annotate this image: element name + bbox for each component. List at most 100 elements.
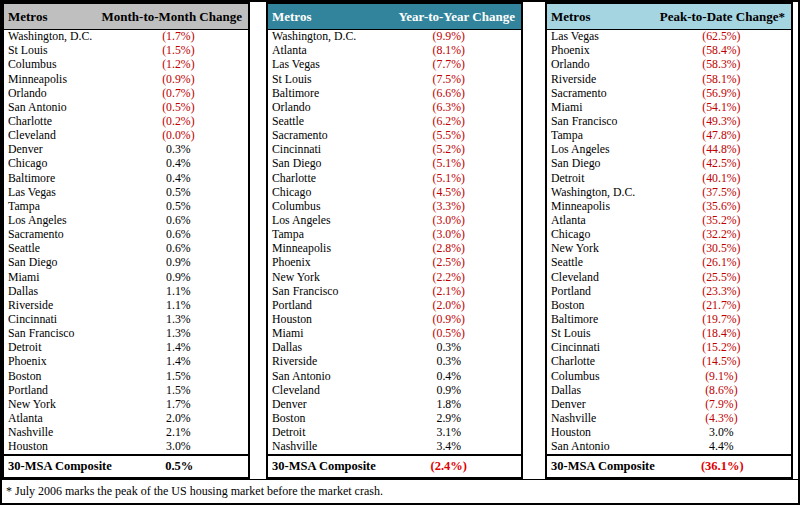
change-value: 1.5% xyxy=(109,385,248,397)
table-row: Charlotte(14.5%) xyxy=(547,355,791,369)
metro-name: Boston xyxy=(268,413,377,425)
table-row: Los Angeles(3.0%) xyxy=(268,214,521,228)
metro-name: Cleveland xyxy=(547,272,652,284)
table-row: Washington, D.C.(37.5%) xyxy=(547,186,791,200)
change-value: 1.3% xyxy=(109,314,248,326)
composite-value: (2.4%) xyxy=(377,459,521,474)
composite-label: 30-MSA Composite xyxy=(268,459,377,474)
change-value: (2.8%) xyxy=(377,243,521,255)
table-row: Houston3.0% xyxy=(547,426,791,440)
table-row: Chicago(32.2%) xyxy=(547,228,791,242)
change-value: (7.7%) xyxy=(377,59,521,71)
change-value: 3.0% xyxy=(652,427,791,439)
metro-name: New York xyxy=(268,272,377,284)
change-value: (0.5%) xyxy=(377,328,521,340)
metro-name: Denver xyxy=(268,399,377,411)
table-row: Los Angeles0.6% xyxy=(4,214,248,228)
metro-name: Washington, D.C. xyxy=(547,187,652,199)
metro-name: Phoenix xyxy=(547,45,652,57)
table-row: Charlotte(5.1%) xyxy=(268,171,521,185)
change-value: (14.5%) xyxy=(652,356,791,368)
change-value: 0.3% xyxy=(377,356,521,368)
metro-name: Minneapolis xyxy=(547,201,652,213)
table-row: Chicago(4.5%) xyxy=(268,186,521,200)
metro-name: Columbus xyxy=(4,59,109,71)
change-value: (15.2%) xyxy=(652,342,791,354)
metro-name: Riverside xyxy=(4,300,109,312)
metro-name: San Diego xyxy=(268,158,377,170)
metro-name: Dallas xyxy=(547,385,652,397)
metro-name: Miami xyxy=(4,272,109,284)
table-row: Tampa0.5% xyxy=(4,200,248,214)
metro-name: Chicago xyxy=(4,158,109,170)
metro-name: Nashville xyxy=(4,427,109,439)
table-row: Washington, D.C.(9.9%) xyxy=(268,30,521,44)
change-value: (0.0%) xyxy=(109,130,248,142)
metro-name: Seattle xyxy=(4,243,109,255)
table-row: San Francisco(49.3%) xyxy=(547,115,791,129)
metro-name: Charlotte xyxy=(4,116,109,128)
metro-name: Miami xyxy=(547,102,652,114)
change-value: (49.3%) xyxy=(652,116,791,128)
metro-name: Boston xyxy=(4,371,109,383)
change-value: (3.0%) xyxy=(377,229,521,241)
change-value: (58.1%) xyxy=(652,74,791,86)
change-value: (40.1%) xyxy=(652,173,791,185)
change-value: (23.3%) xyxy=(652,286,791,298)
metro-name: Atlanta xyxy=(547,215,652,227)
table-body: Washington, D.C.(9.9%)Atlanta(8.1%)Las V… xyxy=(268,30,521,454)
column-header-year-to-year-change: Year-to-Year Change xyxy=(398,9,521,25)
table-row: Houston3.0% xyxy=(4,440,248,454)
metro-name: Nashville xyxy=(547,413,652,425)
table-row: San Diego0.9% xyxy=(4,256,248,270)
table-row: San Diego(5.1%) xyxy=(268,157,521,171)
change-value: 0.6% xyxy=(109,243,248,255)
metro-name: Houston xyxy=(4,441,109,453)
table-row: Atlanta(8.1%) xyxy=(268,44,521,58)
table-row: Seattle(26.1%) xyxy=(547,256,791,270)
metro-name: Atlanta xyxy=(4,413,109,425)
change-value: 0.5% xyxy=(109,187,248,199)
change-value: (44.8%) xyxy=(652,144,791,156)
metro-name: Boston xyxy=(547,300,652,312)
change-value: (0.5%) xyxy=(109,102,248,114)
metro-name: San Francisco xyxy=(547,116,652,128)
metro-name: Baltimore xyxy=(547,314,652,326)
table-row: New York(2.2%) xyxy=(268,270,521,284)
metro-name: New York xyxy=(4,399,109,411)
change-value: 1.1% xyxy=(109,286,248,298)
change-value: 0.3% xyxy=(377,342,521,354)
change-value: (9.9%) xyxy=(377,31,521,43)
metro-name: Los Angeles xyxy=(547,144,652,156)
change-value: 1.4% xyxy=(109,342,248,354)
table-row: Sacramento(5.5%) xyxy=(268,129,521,143)
metro-name: San Francisco xyxy=(268,286,377,298)
metro-name: Las Vegas xyxy=(268,59,377,71)
change-value: (0.9%) xyxy=(109,74,248,86)
table-row: San Antonio4.4% xyxy=(547,440,791,454)
change-value: (35.2%) xyxy=(652,215,791,227)
table-row: Cleveland(25.5%) xyxy=(547,270,791,284)
metro-name: San Antonio xyxy=(547,441,652,453)
change-value: (1.2%) xyxy=(109,59,248,71)
metro-name: Las Vegas xyxy=(547,31,652,43)
table-row: Detroit1.4% xyxy=(4,341,248,355)
column-header-metros: Metros xyxy=(547,9,590,25)
change-value: (2.0%) xyxy=(377,300,521,312)
metro-name: Cleveland xyxy=(4,130,109,142)
table-row: Portland(23.3%) xyxy=(547,285,791,299)
change-value: 3.0% xyxy=(109,441,248,453)
table-row: New York1.7% xyxy=(4,398,248,412)
table-row: Phoenix1.4% xyxy=(4,355,248,369)
change-value: (58.3%) xyxy=(652,59,791,71)
table-peak-to-date-change: Metros Peak-to-Date Change* Las Vegas(62… xyxy=(545,2,793,479)
change-value: 4.4% xyxy=(652,441,791,453)
metro-name: Cincinnati xyxy=(547,342,652,354)
table-row: Riverside0.3% xyxy=(268,355,521,369)
table-row: Sacramento0.6% xyxy=(4,228,248,242)
table-row: Portland(2.0%) xyxy=(268,299,521,313)
table-row: Tampa(3.0%) xyxy=(268,228,521,242)
table-row: Portland1.5% xyxy=(4,384,248,398)
metro-name: Charlotte xyxy=(268,173,377,185)
table-row: Denver(7.9%) xyxy=(547,398,791,412)
